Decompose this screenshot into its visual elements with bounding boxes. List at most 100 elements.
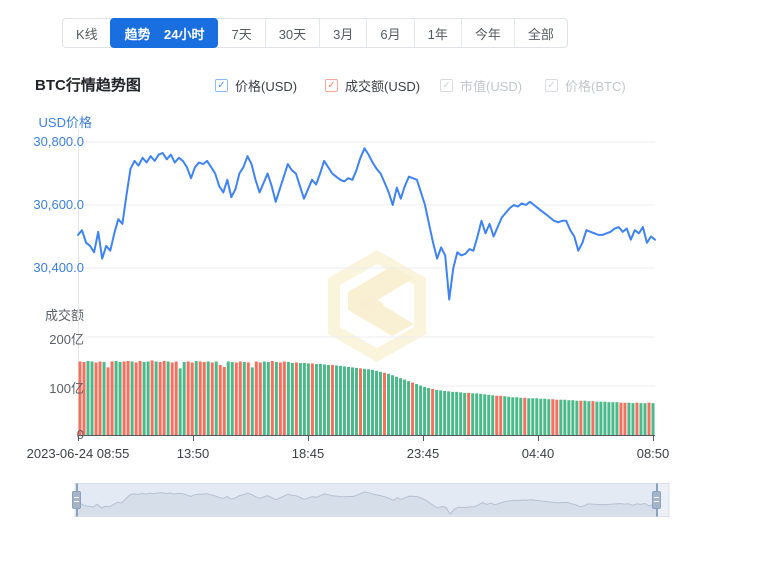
tab-range-7d[interactable]: 7天	[231, 26, 252, 42]
tab-range-ytd[interactable]: 今年	[460, 19, 514, 47]
volume-bar	[471, 393, 475, 435]
volume-bar	[258, 362, 262, 435]
checkbox-price-usd[interactable]: ✓	[215, 79, 228, 92]
volume-axis-title: 成交额	[44, 308, 84, 323]
legend-marketcap-usd[interactable]: ✓ 市值(USD)	[440, 76, 522, 95]
datazoom-slider[interactable]	[86, 484, 648, 516]
volume-bar	[523, 397, 527, 435]
watermark-dot	[356, 296, 384, 312]
volume-bar	[158, 361, 162, 435]
volume-bar	[463, 392, 467, 435]
volume-bar	[226, 361, 230, 435]
tab-range-30d[interactable]: 30天	[264, 19, 319, 47]
volume-bar	[90, 361, 94, 435]
legend-label: 价格(BTC)	[565, 79, 626, 94]
datazoom-right-handle[interactable]	[652, 491, 661, 509]
volume-bar	[82, 361, 86, 435]
y-tick-label: 30,400.0	[33, 260, 84, 275]
volume-bar	[607, 402, 611, 435]
price-volume-chart-area[interactable]	[78, 130, 655, 435]
volume-bar	[126, 361, 130, 435]
volume-bar	[262, 361, 266, 435]
tab-range-3m[interactable]: 3月	[319, 19, 366, 47]
tab-range-1y[interactable]: 1年	[413, 19, 461, 47]
page-title: BTC行情趋势图	[35, 77, 141, 94]
checkbox-volume-usd[interactable]: ✓	[325, 79, 338, 92]
volume-bar	[290, 362, 294, 435]
volume-bar	[114, 361, 118, 435]
volume-bar	[178, 368, 182, 435]
volume-bar	[503, 396, 507, 435]
tab-range-6m[interactable]: 6月	[366, 19, 413, 47]
watermark-b-icon	[348, 266, 414, 336]
volume-bar	[150, 360, 154, 435]
volume-bar	[571, 400, 575, 435]
legend-price-btc[interactable]: ✓ 价格(BTC)	[545, 76, 626, 95]
volume-bar	[451, 391, 455, 435]
volume-bar	[495, 395, 499, 435]
datazoom-shadow-area	[77, 492, 657, 516]
volume-bar	[326, 364, 330, 435]
checkbox-marketcap-usd[interactable]: ✓	[440, 79, 453, 92]
volume-bar	[459, 392, 463, 435]
volume-bar	[234, 362, 238, 435]
volume-bar	[443, 390, 447, 435]
volume-bar	[391, 375, 395, 435]
volume-bar	[627, 402, 631, 435]
volume-bar	[354, 367, 358, 435]
volume-bar	[286, 361, 290, 435]
volume-bar	[419, 385, 423, 435]
y-tick-label: 200亿	[49, 332, 84, 347]
tab-range-all[interactable]: 全部	[513, 19, 567, 47]
volume-bar	[499, 395, 503, 435]
datazoom-left-handle[interactable]	[72, 491, 81, 509]
volume-bar	[559, 399, 563, 435]
volume-bar	[282, 361, 286, 435]
volume-bar	[535, 398, 539, 435]
volume-bar	[266, 361, 270, 435]
volume-bar	[270, 361, 274, 435]
volume-bar	[350, 367, 354, 435]
checkbox-price-btc[interactable]: ✓	[545, 79, 558, 92]
volume-bar	[138, 361, 142, 435]
volume-bar	[346, 366, 350, 435]
volume-bar	[515, 397, 519, 435]
volume-bar	[278, 362, 282, 435]
volume-bar	[302, 362, 306, 435]
volume-bar	[383, 372, 387, 435]
x-tick-label: 04:40	[521, 446, 555, 461]
legend-label: 市值(USD)	[460, 79, 523, 94]
volume-bar	[250, 367, 254, 435]
volume-bar	[110, 361, 114, 435]
volume-bar	[423, 386, 427, 435]
legend-price-usd[interactable]: ✓ 价格(USD)	[215, 76, 297, 95]
y-tick-label: 30,600.0	[33, 197, 84, 212]
volume-bar	[334, 365, 338, 435]
volume-bar	[651, 403, 655, 435]
volume-bar	[519, 397, 523, 435]
volume-bar	[214, 361, 218, 435]
volume-bar	[619, 402, 623, 435]
tab-range-24h[interactable]: 24小时	[150, 18, 219, 48]
tab-type-kline[interactable]: K线	[76, 26, 98, 42]
volume-bar	[455, 391, 459, 435]
volume-bar	[491, 395, 495, 435]
volume-bar	[274, 361, 278, 435]
volume-bar	[631, 403, 635, 435]
y-tick-label: 0	[76, 427, 84, 442]
volume-bar	[415, 384, 419, 435]
volume-bar	[318, 363, 322, 435]
volume-bar	[246, 362, 250, 435]
volume-bar	[635, 402, 639, 435]
volume-bar	[531, 398, 535, 435]
volume-bar	[447, 391, 451, 435]
volume-bar	[483, 394, 487, 435]
volume-bar	[647, 402, 651, 435]
volume-bar	[166, 361, 170, 435]
volume-bar	[591, 401, 595, 435]
legend-volume-usd[interactable]: ✓ 成交额(USD)	[325, 76, 420, 95]
volume-bar	[611, 402, 615, 435]
volume-bar	[118, 361, 122, 435]
